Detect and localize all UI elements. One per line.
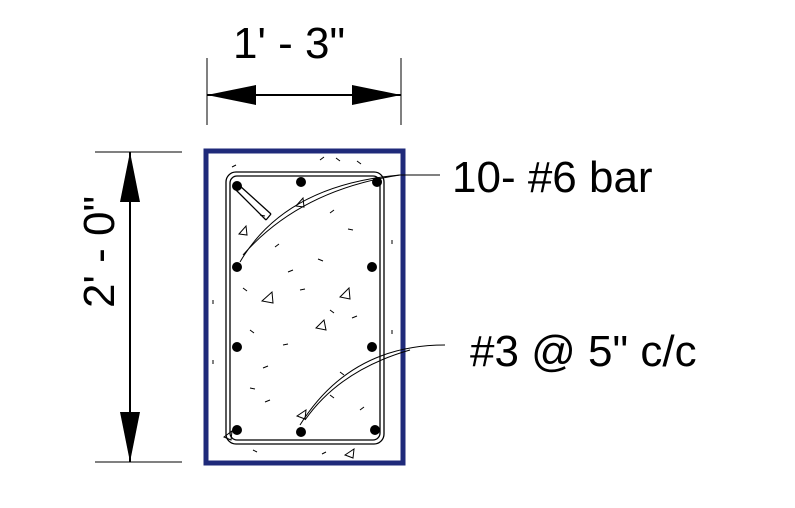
- stirrup-spacing-label: #3 @ 5" c/c: [470, 327, 697, 376]
- rebar-icon: [232, 262, 242, 272]
- leader-lines: [239, 174, 446, 426]
- concrete-hatch-pattern: [212, 156, 393, 459]
- rebar-icon: [296, 427, 306, 437]
- longitudinal-bars-label: 10- #6 bar: [452, 153, 653, 202]
- rebar-icon: [296, 177, 306, 187]
- rebar-icon: [370, 425, 380, 435]
- stirrup-tie: [225, 171, 385, 445]
- bars-leader-line-2: [242, 174, 401, 256]
- height-arrow-top-icon: [120, 152, 140, 202]
- bars-leader-line: [239, 174, 440, 263]
- width-arrow-right-icon: [352, 85, 401, 105]
- stirrup-leader-line-2: [304, 349, 411, 421]
- concrete-section-outline: [203, 148, 406, 466]
- width-dimension: [206, 58, 402, 125]
- rebar-icon: [367, 342, 377, 352]
- rebar-icon: [232, 342, 242, 352]
- rebar-icon: [232, 425, 242, 435]
- height-dimension-label: 2' - 0": [75, 195, 124, 308]
- longitudinal-bars: [232, 177, 382, 437]
- stirrup-leader-line: [299, 344, 446, 426]
- width-dimension-label: 1' - 3": [233, 19, 346, 68]
- rebar-icon: [367, 262, 377, 272]
- rebar-icon: [232, 181, 242, 191]
- height-dimension: [95, 151, 182, 463]
- width-arrow-left-icon: [207, 85, 256, 105]
- height-arrow-bottom-icon: [120, 412, 140, 462]
